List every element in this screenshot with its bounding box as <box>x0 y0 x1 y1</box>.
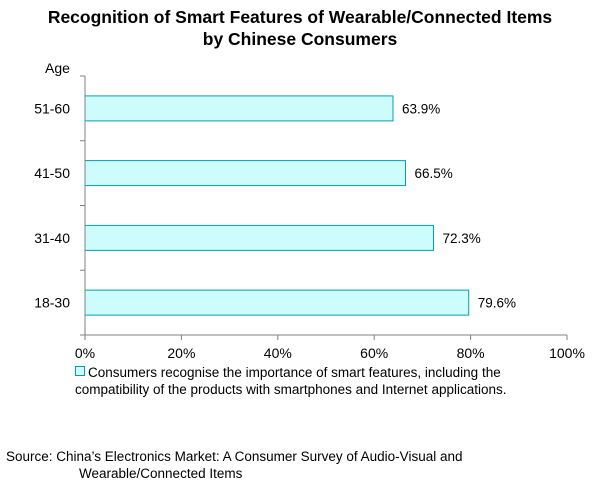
category-label-31-40: 31-40 <box>34 230 70 246</box>
data-label-31-40: 72.3% <box>443 231 481 246</box>
legend-label-line-1: Consumers recognise the importance of sm… <box>88 365 501 380</box>
x-tick-label-40: 40% <box>264 345 292 361</box>
bar-18-30 <box>84 289 470 316</box>
data-label-41-50: 66.5% <box>415 166 453 181</box>
x-tick-label-60: 60% <box>360 345 388 361</box>
y-axis-title: Age <box>45 60 70 76</box>
chart-title: Recognition of Smart Features of Wearabl… <box>0 6 600 50</box>
data-label-51-60: 63.9% <box>402 101 440 116</box>
legend-label-line-2: compatibility of the products with smart… <box>75 382 507 397</box>
chart-title-line-2: by Chinese Consumers <box>202 29 398 49</box>
bar-41-50 <box>84 160 406 187</box>
x-tick-label-0: 0% <box>75 345 95 361</box>
source-line-1: Source: China’s Electronics Market: A Co… <box>6 449 463 464</box>
chart-legend: Consumers recognise the importance of sm… <box>75 364 585 398</box>
legend-swatch <box>75 366 85 376</box>
category-label-18-30: 18-30 <box>34 295 70 311</box>
x-tick-label-20: 20% <box>167 345 195 361</box>
source-line-2: Wearable/Connected Items <box>79 466 243 481</box>
bar-51-60 <box>84 95 394 122</box>
x-tick-label-80: 80% <box>457 345 485 361</box>
category-label-51-60: 51-60 <box>34 100 70 116</box>
category-label-41-50: 41-50 <box>34 165 70 181</box>
x-tick-label-100: 100% <box>549 345 585 361</box>
data-label-18-30: 79.6% <box>478 296 516 311</box>
source-note: Source: China’s Electronics Market: A Co… <box>6 448 586 482</box>
chart-title-line-1: Recognition of Smart Features of Wearabl… <box>47 7 553 27</box>
bar-31-40 <box>84 224 434 251</box>
